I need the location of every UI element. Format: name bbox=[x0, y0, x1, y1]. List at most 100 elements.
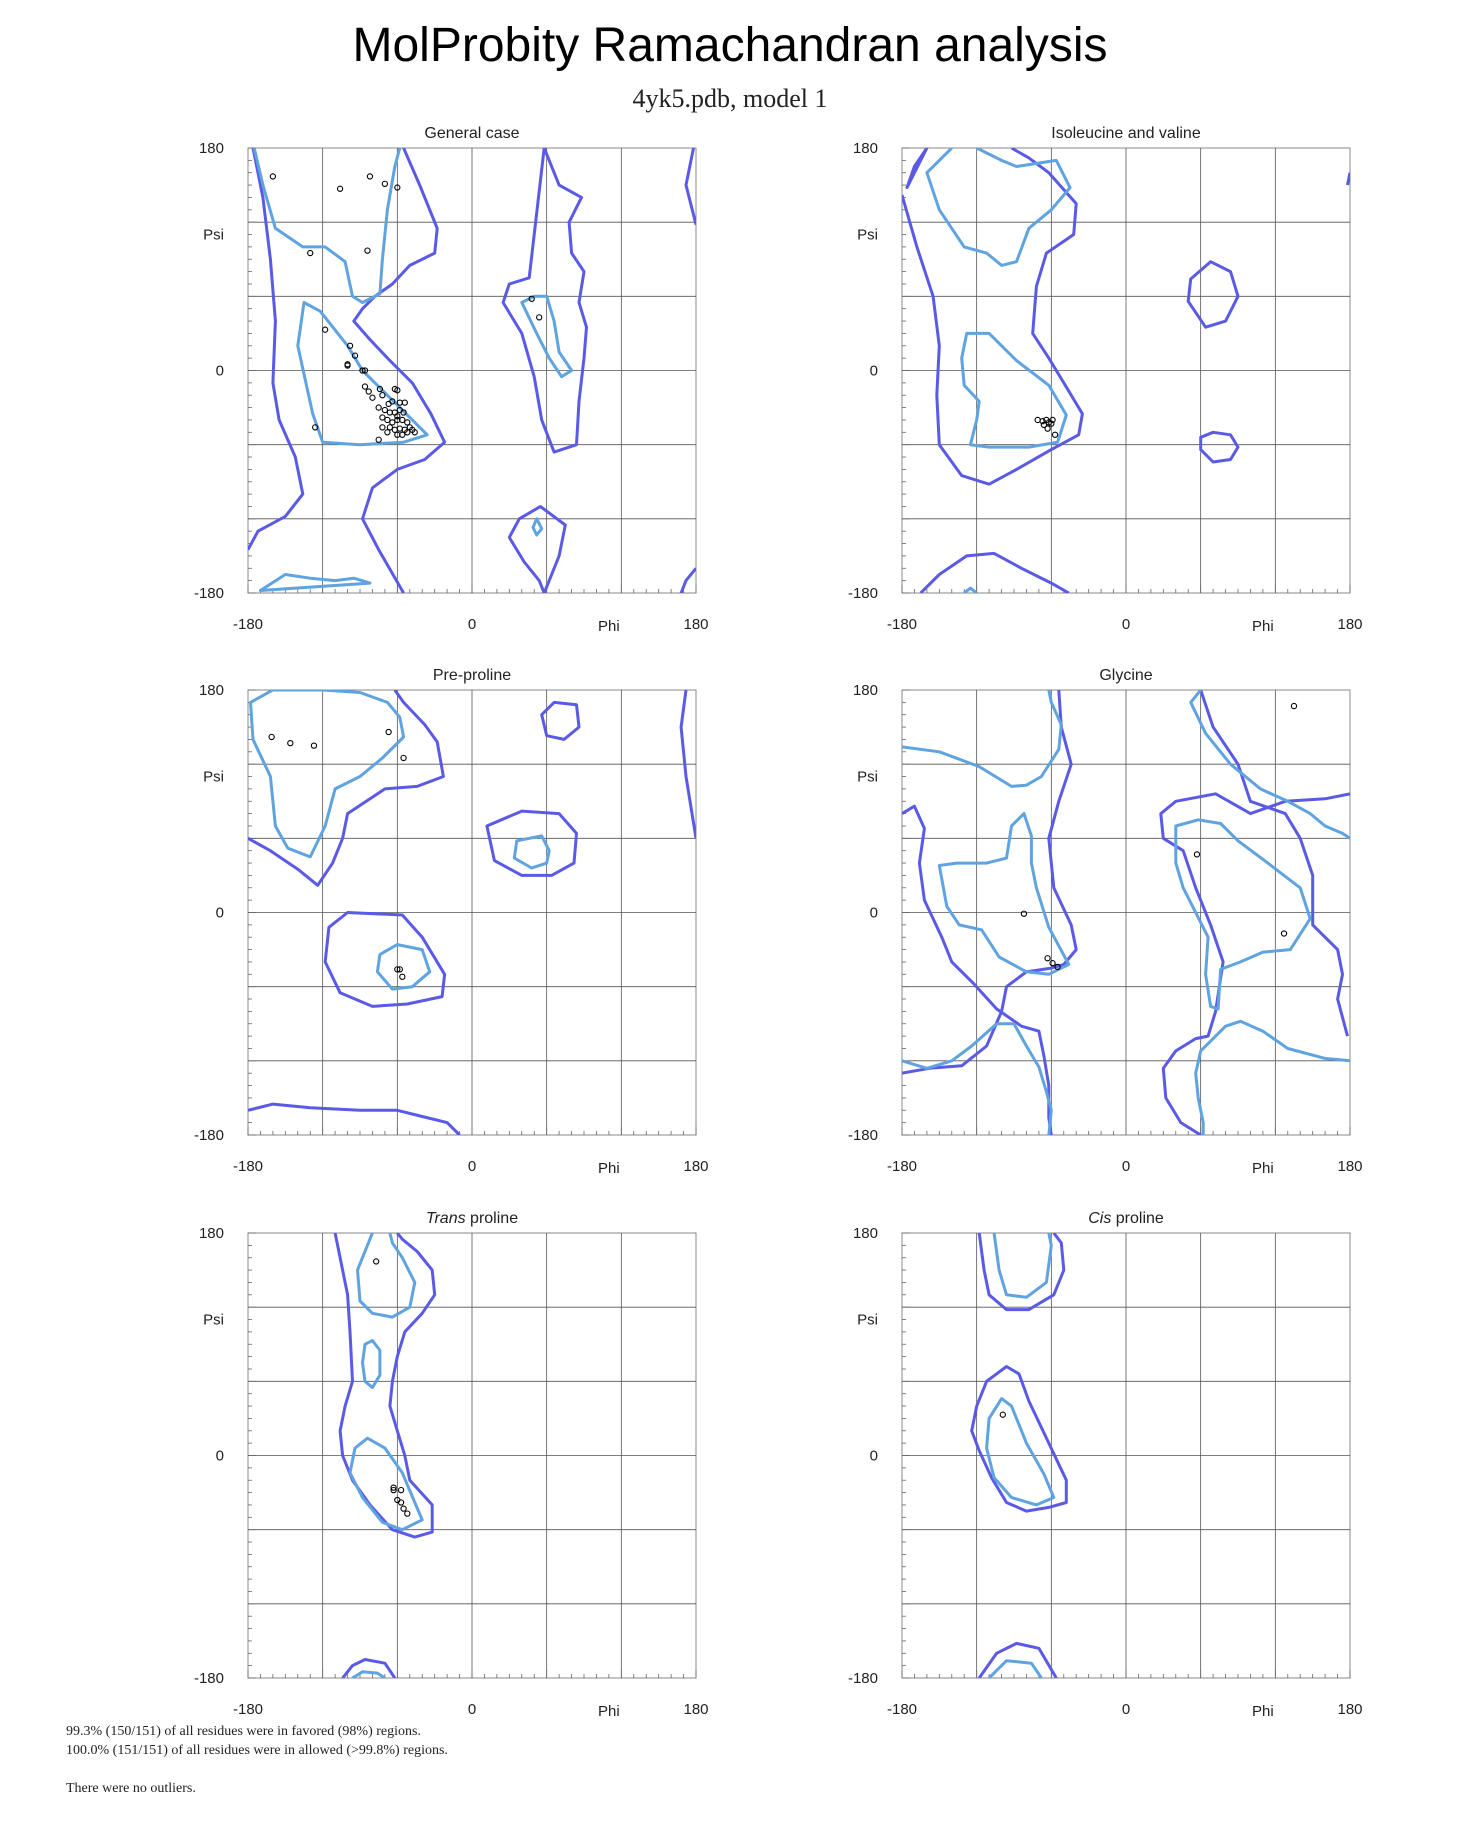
panel-title: General case bbox=[424, 125, 519, 142]
favored-contour bbox=[356, 1233, 417, 1319]
plot-panel-5: 180 0 -180 -180 0 180 Phi Psi Trans proline bbox=[194, 1210, 709, 1720]
favored-contour bbox=[992, 1233, 1053, 1299]
panel-title: Glycine bbox=[1099, 667, 1152, 684]
x-axis-label: Phi bbox=[1252, 1160, 1274, 1177]
favored-contour bbox=[937, 812, 1071, 976]
allowed-contour bbox=[248, 1102, 461, 1135]
residue-point bbox=[268, 733, 275, 741]
outliers-summary: There were no outliers. bbox=[66, 1781, 196, 1796]
summary-text: 99.3% (150/151) of all residues were in … bbox=[66, 1722, 448, 1798]
allowed-contour bbox=[333, 1233, 437, 1539]
residue-point bbox=[394, 966, 401, 973]
residue-point bbox=[999, 1411, 1006, 1418]
favored-contour bbox=[361, 1339, 382, 1389]
residue-point bbox=[361, 383, 369, 390]
contour-group bbox=[970, 1233, 1068, 1678]
y-tick-label: 0 bbox=[216, 905, 224, 922]
favored-contour bbox=[375, 943, 432, 991]
y-tick-label: 0 bbox=[870, 363, 878, 380]
residue-point bbox=[307, 249, 314, 257]
favored-contour bbox=[1174, 818, 1312, 1011]
y-tick-label: 0 bbox=[870, 1448, 878, 1465]
x-axis-label: Phi bbox=[598, 1160, 620, 1177]
allowed-summary: 100.0% (151/151) of all residues were in… bbox=[66, 1743, 448, 1758]
y-tick-label: 0 bbox=[870, 905, 878, 922]
residue-point bbox=[1280, 930, 1288, 937]
residue-point bbox=[391, 426, 398, 433]
y-tick-label: -180 bbox=[194, 1127, 224, 1144]
allowed-contour bbox=[1159, 792, 1350, 1135]
residue-point bbox=[1290, 702, 1298, 710]
residue-point bbox=[381, 180, 389, 187]
residue-point bbox=[361, 367, 369, 374]
y-axis-label: Psi bbox=[857, 769, 878, 786]
allowed-contour bbox=[919, 551, 1070, 593]
plot-panel-6: 180 0 -180 -180 0 180 Phi Psi Cis proline bbox=[848, 1210, 1363, 1720]
favored-contour bbox=[960, 331, 1068, 449]
y-tick-label: -180 bbox=[194, 585, 224, 602]
x-tick-label: -180 bbox=[233, 616, 263, 633]
contour-group bbox=[248, 148, 696, 593]
panel-title: Isoleucine and valine bbox=[1051, 125, 1201, 142]
x-tick-label: -180 bbox=[887, 1701, 917, 1718]
residue-point bbox=[379, 414, 386, 421]
residue-point bbox=[351, 352, 359, 359]
x-axis-label: Phi bbox=[598, 618, 620, 635]
residue-point bbox=[394, 413, 401, 420]
residue-point bbox=[396, 399, 403, 406]
residue-point bbox=[1039, 418, 1046, 425]
residue-point bbox=[404, 1510, 411, 1517]
y-tick-label: 0 bbox=[216, 363, 224, 380]
allowed-contour bbox=[485, 809, 578, 877]
y-tick-label: 180 bbox=[199, 1225, 224, 1242]
allowed-contour bbox=[684, 148, 696, 225]
favored-contour bbox=[985, 1397, 1056, 1507]
residue-point bbox=[1044, 955, 1051, 962]
residue-point bbox=[399, 431, 406, 438]
plot-panel-2: 180 0 -180 -180 0 180 Phi Psi Isoleucine and val… bbox=[848, 125, 1363, 635]
x-tick-label: 0 bbox=[468, 616, 476, 633]
favored-contour bbox=[902, 690, 1063, 788]
y-tick-label: 180 bbox=[853, 1225, 878, 1242]
favored-contour bbox=[1189, 690, 1350, 840]
allowed-contour bbox=[501, 148, 588, 454]
residue-point bbox=[401, 399, 408, 406]
residue-point bbox=[399, 973, 406, 980]
panel-title: Pre-proline bbox=[433, 667, 511, 684]
residue-point bbox=[400, 1505, 407, 1512]
x-tick-label: 0 bbox=[1122, 1701, 1130, 1718]
residue-point bbox=[369, 394, 376, 401]
favored-contour bbox=[258, 573, 372, 592]
residue-point bbox=[1020, 910, 1028, 917]
residue-point bbox=[396, 966, 403, 973]
allowed-contour bbox=[905, 148, 929, 190]
residue-point bbox=[336, 185, 344, 192]
x-tick-label: 0 bbox=[1122, 616, 1130, 633]
allowed-contour bbox=[1186, 260, 1240, 329]
residue-point bbox=[375, 404, 382, 411]
allowed-contour bbox=[902, 804, 1053, 1135]
allowed-contour bbox=[1346, 172, 1350, 186]
residue-point bbox=[322, 326, 329, 333]
residue-point bbox=[386, 424, 394, 431]
x-tick-label: -180 bbox=[887, 616, 917, 633]
residue-point bbox=[287, 740, 294, 747]
x-axis-label: Phi bbox=[598, 1703, 620, 1720]
x-tick-label: 180 bbox=[1337, 1158, 1362, 1175]
residue-point bbox=[373, 1258, 380, 1265]
allowed-contour bbox=[248, 148, 305, 551]
residue-point bbox=[536, 314, 543, 321]
favored-contour bbox=[988, 1659, 1043, 1678]
residue-point bbox=[381, 406, 389, 414]
favored-contour bbox=[902, 1022, 1053, 1135]
favored-contour bbox=[520, 294, 574, 379]
residue-point bbox=[1048, 420, 1055, 427]
y-axis-label: Psi bbox=[203, 769, 224, 786]
residue-point bbox=[379, 424, 386, 431]
favored-contour bbox=[531, 517, 544, 537]
allowed-contour bbox=[248, 690, 445, 887]
residue-point bbox=[346, 342, 354, 349]
plot-panel-1: 180 0 -180 -180 0 180 Phi Psi General case bbox=[194, 125, 709, 635]
allowed-contour bbox=[323, 911, 447, 1008]
residue-point bbox=[1049, 960, 1056, 967]
